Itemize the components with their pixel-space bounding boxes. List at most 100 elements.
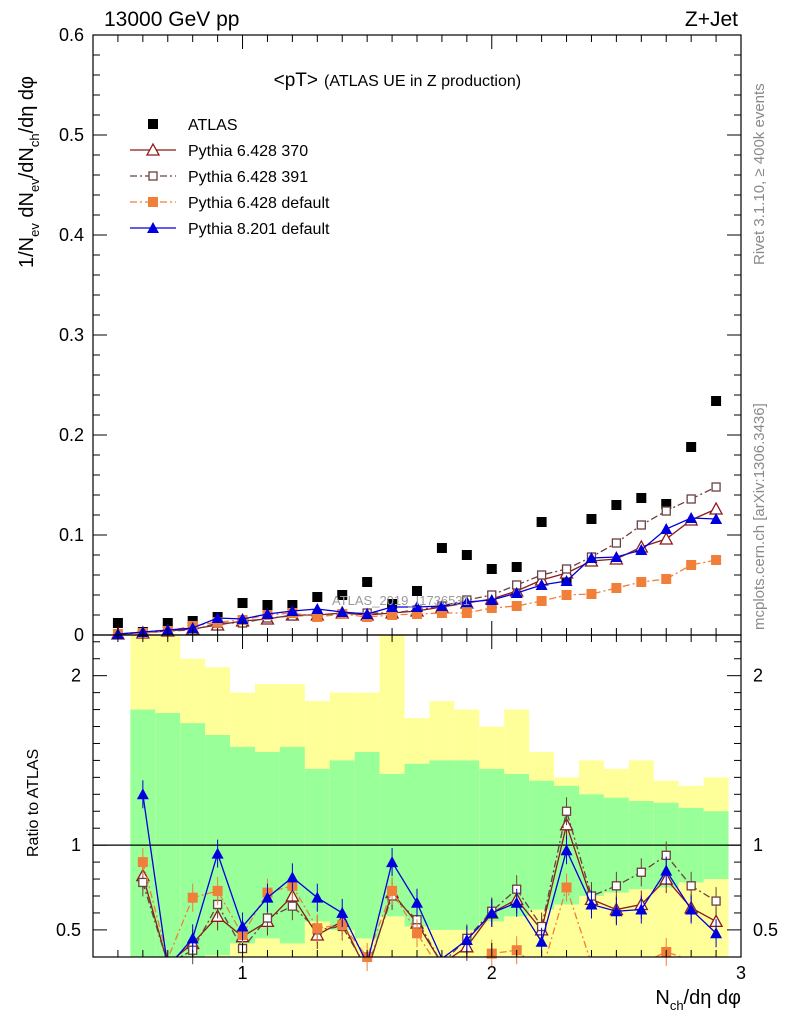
- main-point: [586, 589, 597, 599]
- main-point: [435, 600, 448, 611]
- main-y-tick-label: 0.1: [59, 525, 84, 545]
- main-point: [311, 603, 324, 614]
- ratio-point: [485, 906, 498, 918]
- main-point: [585, 552, 598, 563]
- ratio-point: [635, 903, 648, 915]
- main-point: [659, 531, 674, 545]
- ratio-series-line: [142, 861, 684, 957]
- legend-label: Pythia 6.428 default: [188, 195, 330, 212]
- legend-label: Pythia 6.428 391: [188, 169, 308, 186]
- ratio-point: [386, 856, 399, 868]
- ratio-point: [585, 898, 598, 910]
- ratio-point: [411, 896, 423, 908]
- ratio-point: [561, 882, 572, 893]
- ratio-point: [611, 881, 622, 891]
- ratio-point: [211, 847, 224, 859]
- main-point: [711, 482, 721, 492]
- ratio-y-tick-label: 0.5: [56, 920, 81, 940]
- ratio-y-tick-label-right: 2: [753, 666, 763, 686]
- legend-marker: [145, 142, 161, 156]
- ratio-y-tick-label: 2: [71, 666, 81, 686]
- main-point: [186, 622, 199, 633]
- legend-item-atlas: ATLAS: [148, 117, 238, 134]
- energy-label: 13000 GeV pp: [104, 8, 239, 31]
- main-point: [510, 587, 523, 598]
- legend-marker: [148, 119, 158, 129]
- ratio-point: [610, 905, 623, 917]
- main-point: [686, 494, 696, 504]
- main-point: [535, 579, 548, 590]
- main-point: [635, 544, 648, 555]
- main-point: [412, 609, 422, 619]
- x-axis-label: Nch/dη dφ: [655, 987, 741, 1013]
- legend-item-pythia-6-428-391: Pythia 6.428 391: [130, 169, 308, 186]
- ratio-point: [236, 920, 249, 932]
- main-point: [411, 601, 423, 612]
- main-point: [112, 618, 123, 628]
- legend-label: Pythia 8.201 default: [188, 221, 330, 238]
- legend-label: Pythia 6.428 370: [188, 143, 308, 160]
- main-point: [412, 586, 422, 596]
- main-point: [436, 543, 447, 553]
- ratio-y-tick-label: 1: [71, 835, 81, 855]
- main-point: [486, 564, 497, 574]
- ratio-point: [187, 892, 198, 903]
- main-point: [511, 601, 522, 611]
- main-point: [611, 583, 622, 593]
- ratio-point: [312, 923, 323, 934]
- main-point: [686, 442, 697, 452]
- main-point: [536, 596, 547, 606]
- main-point: [686, 560, 697, 570]
- main-point: [386, 601, 399, 612]
- main-point: [711, 396, 722, 406]
- legend-label: ATLAS: [188, 117, 238, 134]
- main-y-tick-label: 0.4: [59, 225, 84, 245]
- ratio-point: [336, 906, 349, 918]
- legend-item-pythia-6-428-370: Pythia 6.428 370: [130, 142, 308, 160]
- plot-subtitle: (ATLAS UE in Z production): [324, 73, 521, 90]
- ratio-stat-band-bin: [130, 709, 156, 957]
- ratio-series-pythia-8-201-default: [136, 780, 723, 957]
- main-y-tick-label: 0.3: [59, 325, 84, 345]
- main-point: [610, 551, 623, 562]
- ratio-point: [636, 867, 646, 877]
- main-point: [560, 575, 573, 586]
- main-point: [536, 517, 547, 527]
- ratio-point: [561, 806, 572, 816]
- x-tick-label: 1: [238, 963, 248, 983]
- main-point: [711, 555, 722, 565]
- main-point: [536, 570, 547, 580]
- main-point: [636, 520, 646, 530]
- main-point: [511, 562, 522, 572]
- main-point: [461, 550, 472, 560]
- main-point: [661, 499, 672, 509]
- ratio-point: [710, 927, 723, 939]
- ratio-point: [186, 932, 199, 944]
- main-series-group: [110, 396, 724, 640]
- ratio-series-line: [142, 811, 717, 957]
- ratio-point: [711, 896, 721, 906]
- ratio-point: [262, 913, 273, 923]
- main-y-axis-label: 1/Nev dNev/dNch/dη dφ: [16, 76, 42, 268]
- ratio-y-tick-label-right: 1: [753, 835, 763, 855]
- main-point: [660, 523, 673, 534]
- process-label: Z+Jet: [685, 8, 738, 31]
- ratio-point: [387, 885, 398, 896]
- main-point: [636, 577, 647, 587]
- main-point: [561, 590, 572, 600]
- main-point: [661, 506, 671, 516]
- ratio-point: [287, 901, 298, 911]
- ratio-point: [510, 896, 523, 908]
- main-point: [387, 610, 398, 620]
- main-point: [236, 613, 249, 624]
- main-point: [685, 512, 698, 523]
- main-point: [611, 538, 622, 548]
- main-point: [436, 608, 447, 618]
- ratio-point: [261, 891, 274, 903]
- main-point: [262, 600, 273, 610]
- ratio-point: [685, 903, 698, 915]
- ratio-point: [136, 788, 149, 800]
- legend: ATLAS Pythia 6.428 370 Pythia 6.428 391 Pyt…: [130, 117, 330, 238]
- x-tick-label: 3: [736, 963, 746, 983]
